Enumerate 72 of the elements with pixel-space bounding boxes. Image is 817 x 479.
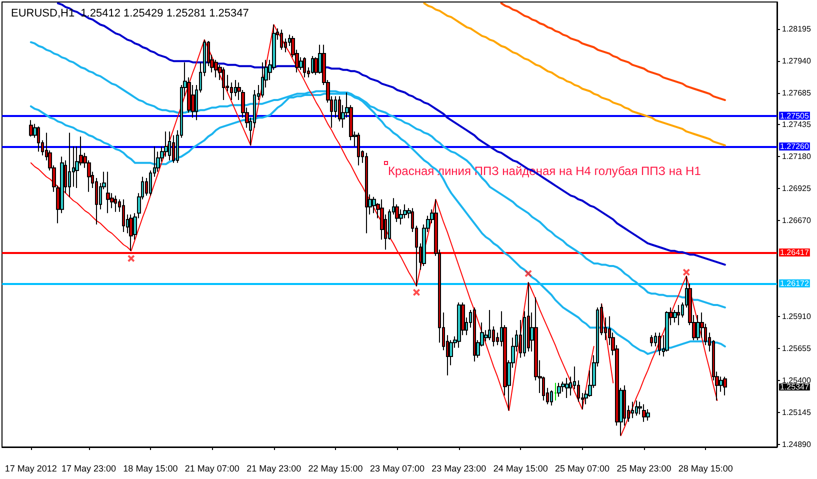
- candlestick: [565, 377, 569, 398]
- y-tick-label: 1.27685: [782, 88, 812, 98]
- x-tick-label: 18 May 15:00: [123, 464, 178, 474]
- candlestick: [214, 59, 218, 78]
- x-tick-label: 25 May 07:00: [555, 464, 610, 474]
- y-tick-label: 1.27180: [782, 152, 812, 162]
- y-tick-label: 1.24890: [782, 440, 812, 449]
- point: [128, 254, 135, 262]
- candlestick: [122, 198, 125, 233]
- ref-line-label: 1.26172: [780, 278, 810, 288]
- ref-line-label: 1.27505: [780, 111, 810, 120]
- text: EURUSD,H1 1.25412 1.25429 1.25281 1.25347: [11, 8, 249, 20]
- line-series: [423, 2, 726, 146]
- x-tick-label: 25 May 23:00: [616, 464, 672, 474]
- y-tick-label: 1.25655: [782, 344, 812, 353]
- y-tick-label: 1.26925: [782, 184, 812, 194]
- x-tick-label: 17 May 23:00: [61, 464, 116, 474]
- candlestick: [658, 332, 661, 356]
- candlestick: [222, 66, 225, 101]
- point: [524, 270, 532, 278]
- candlestick: [114, 195, 117, 212]
- candlestick: [37, 126, 40, 152]
- candlestick: [164, 130, 168, 158]
- candlestick: [280, 29, 283, 50]
- candlestick: [106, 171, 110, 214]
- ref-line-label: 1.26417: [780, 248, 810, 258]
- line-series: [500, 2, 726, 102]
- candlestick: [457, 302, 461, 348]
- text: 1.25347: [780, 382, 810, 392]
- x-tick-label: 23 May 07:00: [370, 464, 424, 474]
- y-tick-label: 1.25145: [782, 408, 812, 417]
- candlestick: [677, 304, 680, 326]
- ref-line-label: 1.27260: [780, 142, 810, 152]
- candlestick: [372, 196, 376, 214]
- candlestick: [550, 390, 553, 406]
- x-tick-label: 21 May 23:00: [246, 464, 302, 474]
- candlestick: [473, 306, 476, 362]
- candlestick: [696, 314, 700, 341]
- candlestick: [365, 152, 368, 234]
- x-tick-label: 24 May 15:00: [493, 464, 548, 474]
- y-tick-label: 1.27940: [782, 56, 812, 66]
- candlestick: [68, 132, 71, 198]
- candlestick: [357, 132, 360, 166]
- y-tick-label: 1.26670: [782, 216, 812, 226]
- y-tick-label: 1.27435: [782, 120, 812, 130]
- x-tick-label: 17 May 2012: [4, 464, 57, 474]
- candlestick: [673, 309, 677, 324]
- candlestick: [29, 120, 33, 138]
- candlestick: [303, 56, 306, 78]
- point: [412, 288, 420, 296]
- y-tick-label: 1.25400: [782, 376, 812, 385]
- x-tick-label: 22 May 15:00: [308, 464, 363, 474]
- candlestick: [650, 334, 653, 347]
- x-tick-label: 23 May 23:00: [432, 464, 486, 474]
- candlestick: [554, 382, 557, 401]
- candlestick: [646, 408, 650, 422]
- candlestick: [631, 401, 634, 419]
- candlestick: [723, 376, 727, 396]
- point: [682, 268, 690, 276]
- candlestick: [642, 404, 646, 422]
- candlestick: [129, 214, 133, 252]
- y-tick-label: 1.28195: [782, 24, 812, 34]
- x-tick-label: 28 May 15:00: [678, 464, 733, 474]
- y-tick-label: 1.25910: [782, 312, 812, 321]
- candlestick: [399, 208, 403, 225]
- candlestick: [635, 400, 638, 416]
- x-tick-label: 21 May 07:00: [184, 464, 240, 474]
- candlestick: [557, 382, 561, 398]
- candlestick: [234, 79, 237, 97]
- candlestick: [261, 62, 264, 98]
- candlestick: [168, 130, 171, 161]
- candlestick: [311, 56, 314, 74]
